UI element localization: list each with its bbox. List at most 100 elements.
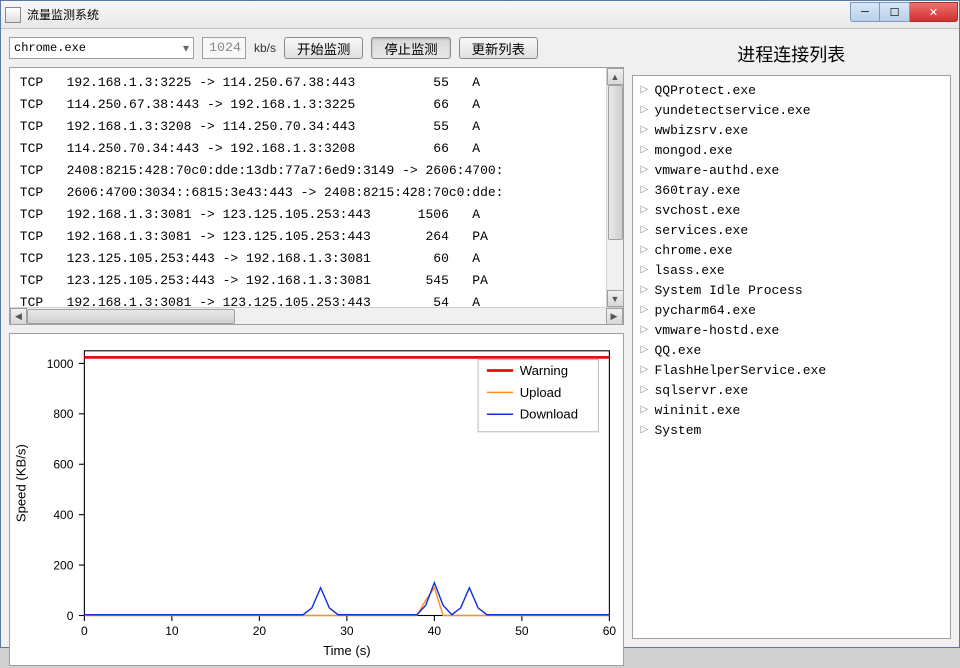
process-item[interactable]: ▷yundetectservice.exe (635, 100, 949, 120)
svg-text:Time (s): Time (s) (323, 643, 371, 658)
svg-text:Download: Download (520, 407, 578, 422)
process-name: lsass.exe (655, 263, 725, 278)
process-name: sqlservr.exe (655, 383, 749, 398)
expand-icon: ▷ (641, 184, 655, 196)
process-name: chrome.exe (655, 243, 733, 258)
connection-log: TCP 192.168.1.3:3225 -> 114.250.67.38:44… (9, 67, 624, 325)
process-name: wininit.exe (655, 403, 741, 418)
process-name: 360tray.exe (655, 183, 741, 198)
process-name: vmware-hostd.exe (655, 323, 780, 338)
process-item[interactable]: ▷QQProtect.exe (635, 80, 949, 100)
process-select[interactable]: chrome.exe (9, 37, 194, 59)
process-name: QQ.exe (655, 343, 702, 358)
log-row[interactable]: TCP 192.168.1.3:3225 -> 114.250.67.38:44… (12, 72, 621, 94)
stop-button[interactable]: 停止监测 (371, 37, 450, 59)
process-item[interactable]: ▷QQ.exe (635, 340, 949, 360)
process-item[interactable]: ▷FlashHelperService.exe (635, 360, 949, 380)
log-content[interactable]: TCP 192.168.1.3:3225 -> 114.250.67.38:44… (10, 68, 623, 307)
svg-text:0: 0 (81, 624, 88, 638)
expand-icon: ▷ (641, 104, 655, 116)
process-item[interactable]: ▷services.exe (635, 220, 949, 240)
expand-icon: ▷ (641, 204, 655, 216)
app-icon (5, 7, 21, 23)
process-item[interactable]: ▷svchost.exe (635, 200, 949, 220)
svg-text:200: 200 (53, 558, 73, 572)
process-item[interactable]: ▷wininit.exe (635, 400, 949, 420)
expand-icon: ▷ (641, 144, 655, 156)
minimize-button[interactable]: ─ (850, 2, 880, 22)
process-name: vmware-authd.exe (655, 163, 780, 178)
toolbar: chrome.exe kb/s 开始监测 停止监测 更新列表 (9, 37, 624, 59)
log-row[interactable]: TCP 192.168.1.3:3081 -> 123.125.105.253:… (12, 226, 621, 248)
svg-text:50: 50 (515, 624, 529, 638)
expand-icon: ▷ (641, 124, 655, 136)
log-vscroll[interactable]: ▲ ▼ (606, 68, 623, 307)
svg-text:30: 30 (340, 624, 354, 638)
process-item[interactable]: ▷lsass.exe (635, 260, 949, 280)
chart-svg: 010203040506002004006008001000Time (s)Sp… (10, 334, 623, 665)
window-title: 流量监测系统 (27, 6, 955, 23)
process-name: System Idle Process (655, 283, 803, 298)
log-row[interactable]: TCP 114.250.67.38:443 -> 192.168.1.3:322… (12, 94, 621, 116)
expand-icon: ▷ (641, 84, 655, 96)
process-list-title: 进程连接列表 (632, 37, 952, 75)
expand-icon: ▷ (641, 264, 655, 276)
svg-text:40: 40 (428, 624, 442, 638)
process-item[interactable]: ▷mongod.exe (635, 140, 949, 160)
process-item[interactable]: ▷360tray.exe (635, 180, 949, 200)
process-item[interactable]: ▷pycharm64.exe (635, 300, 949, 320)
log-row[interactable]: TCP 192.168.1.3:3081 -> 123.125.105.253:… (12, 204, 621, 226)
svg-text:10: 10 (165, 624, 179, 638)
expand-icon: ▷ (641, 224, 655, 236)
unit-label: kb/s (254, 41, 276, 55)
process-item[interactable]: ▷System (635, 420, 949, 440)
maximize-button[interactable]: ☐ (880, 2, 910, 22)
expand-icon: ▷ (641, 244, 655, 256)
expand-icon: ▷ (641, 324, 655, 336)
process-name: FlashHelperService.exe (655, 363, 827, 378)
limit-input[interactable] (202, 37, 246, 59)
app-window: 流量监测系统 ─ ☐ ✕ chrome.exe kb/s 开始监测 停止监测 更… (0, 0, 960, 648)
log-row[interactable]: TCP 114.250.70.34:443 -> 192.168.1.3:320… (12, 138, 621, 160)
log-hscroll-thumb[interactable] (27, 309, 235, 324)
log-row[interactable]: TCP 123.125.105.253:443 -> 192.168.1.3:3… (12, 270, 621, 292)
log-row[interactable]: TCP 192.168.1.3:3208 -> 114.250.70.34:44… (12, 116, 621, 138)
process-item[interactable]: ▷vmware-hostd.exe (635, 320, 949, 340)
log-row[interactable]: TCP 2606:4700:3034::6815:3e43:443 -> 240… (12, 182, 621, 204)
process-name: QQProtect.exe (655, 83, 756, 98)
process-name: services.exe (655, 223, 749, 238)
refresh-button[interactable]: 更新列表 (459, 37, 538, 59)
expand-icon: ▷ (641, 284, 655, 296)
process-item[interactable]: ▷System Idle Process (635, 280, 949, 300)
process-tree[interactable]: ▷QQProtect.exe▷yundetectservice.exe▷wwbi… (632, 75, 952, 639)
close-button[interactable]: ✕ (910, 2, 958, 22)
expand-icon: ▷ (641, 304, 655, 316)
process-item[interactable]: ▷vmware-authd.exe (635, 160, 949, 180)
speed-chart: 010203040506002004006008001000Time (s)Sp… (9, 333, 624, 666)
log-row[interactable]: TCP 123.125.105.253:443 -> 192.168.1.3:3… (12, 248, 621, 270)
process-name: pycharm64.exe (655, 303, 756, 318)
process-name: svchost.exe (655, 203, 741, 218)
svg-text:0: 0 (67, 609, 74, 623)
process-name: wwbizsrv.exe (655, 123, 749, 138)
log-vscroll-thumb[interactable] (608, 85, 623, 240)
svg-text:20: 20 (253, 624, 267, 638)
start-button[interactable]: 开始监测 (284, 37, 363, 59)
svg-text:800: 800 (53, 407, 73, 421)
svg-text:600: 600 (53, 458, 73, 472)
process-name: yundetectservice.exe (655, 103, 811, 118)
log-row[interactable]: TCP 2408:8215:428:70c0:dde:13db:77a7:6ed… (12, 160, 621, 182)
process-item[interactable]: ▷sqlservr.exe (635, 380, 949, 400)
process-item[interactable]: ▷chrome.exe (635, 240, 949, 260)
expand-icon: ▷ (641, 344, 655, 356)
log-row[interactable]: TCP 192.168.1.3:3081 -> 123.125.105.253:… (12, 292, 621, 307)
svg-text:Upload: Upload (520, 385, 562, 400)
process-item[interactable]: ▷wwbizsrv.exe (635, 120, 949, 140)
svg-text:60: 60 (603, 624, 617, 638)
log-hscroll[interactable]: ◀ ▶ (10, 307, 623, 324)
titlebar: 流量监测系统 ─ ☐ ✕ (1, 1, 959, 29)
svg-text:1000: 1000 (47, 357, 74, 371)
expand-icon: ▷ (641, 384, 655, 396)
process-select-value: chrome.exe (14, 41, 86, 55)
svg-text:Warning: Warning (520, 363, 568, 378)
